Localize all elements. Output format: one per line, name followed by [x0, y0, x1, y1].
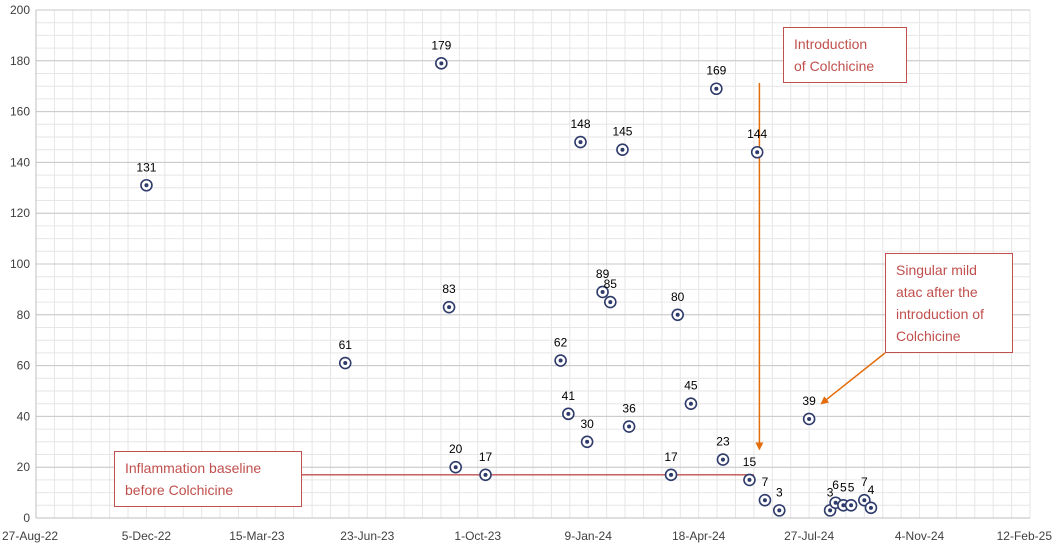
y-tick-label: 180: [10, 54, 30, 68]
x-tick-label: 23-Jun-23: [340, 529, 394, 543]
y-tick-label: 120: [10, 206, 30, 220]
data-label: 6: [832, 478, 839, 492]
data-point-center: [343, 361, 348, 366]
data-label: 144: [747, 127, 767, 141]
data-point-center: [777, 508, 782, 513]
data-label: 61: [339, 338, 353, 352]
y-tick-label: 160: [10, 105, 30, 119]
x-tick-label: 4-Nov-24: [895, 529, 945, 543]
data-label: 89: [596, 267, 610, 281]
data-label: 3: [776, 485, 783, 499]
data-label: 179: [431, 38, 451, 52]
data-label: 83: [442, 282, 456, 296]
y-tick-label: 200: [10, 3, 30, 17]
data-point-center: [862, 498, 867, 503]
data-point-center: [833, 500, 838, 505]
data-label: 3: [827, 485, 834, 499]
data-label: 4: [868, 483, 875, 497]
y-tick-label: 100: [10, 257, 30, 271]
data-label: 145: [612, 125, 632, 139]
x-tick-label: 18-Apr-24: [672, 529, 726, 543]
x-tick-label: 5-Dec-22: [122, 529, 172, 543]
data-point-center: [608, 300, 613, 305]
data-label: 17: [664, 450, 678, 464]
data-point-center: [483, 472, 488, 477]
y-tick-label: 40: [17, 409, 31, 423]
data-label: 20: [449, 442, 463, 456]
data-label: 41: [562, 389, 576, 403]
x-tick-label: 9-Jan-24: [565, 529, 613, 543]
x-tick-label: 27-Jul-24: [784, 529, 834, 543]
data-point-center: [585, 439, 590, 444]
data-label: 7: [762, 475, 769, 489]
data-label: 39: [802, 394, 816, 408]
x-tick-label: 1-Oct-23: [454, 529, 501, 543]
data-label: 148: [570, 117, 590, 131]
data-label: 45: [684, 379, 698, 393]
data-point-center: [720, 457, 725, 462]
data-point-center: [828, 508, 833, 513]
data-label: 23: [716, 435, 730, 449]
x-tick-label: 12-Feb-25: [997, 529, 1053, 543]
data-label: 5: [840, 480, 847, 494]
data-point-center: [578, 140, 583, 145]
data-point-center: [600, 289, 605, 294]
data-point-center: [453, 465, 458, 470]
data-label: 5: [848, 480, 855, 494]
data-point-center: [755, 150, 760, 155]
data-label: 169: [706, 64, 726, 78]
data-point-center: [627, 424, 632, 429]
x-tick-label: 15-Mar-23: [229, 529, 285, 543]
data-point-center: [868, 505, 873, 510]
annotation-singular-mild-attack: Singular mild atac after the introductio…: [885, 253, 1013, 353]
data-label: 85: [604, 277, 618, 291]
data-label: 17: [479, 450, 493, 464]
data-point-center: [566, 411, 571, 416]
data-point-center: [714, 86, 719, 91]
y-tick-label: 140: [10, 155, 30, 169]
data-point-center: [849, 503, 854, 508]
data-label: 36: [622, 402, 636, 416]
data-point-center: [675, 312, 680, 317]
y-tick-label: 20: [17, 460, 31, 474]
annotation-inflammation-baseline: Inflammation baseline before Colchicine: [114, 451, 302, 507]
data-label: 30: [580, 417, 594, 431]
data-point-center: [620, 147, 625, 152]
data-point-center: [144, 183, 149, 188]
y-tick-label: 80: [17, 308, 31, 322]
data-label: 80: [671, 290, 685, 304]
y-tick-label: 60: [17, 359, 31, 373]
data-point-center: [669, 472, 674, 477]
x-tick-label: 27-Aug-22: [2, 529, 58, 543]
data-point-center: [747, 477, 752, 482]
data-label: 62: [554, 336, 568, 350]
annotation-colchicine-introduction: Introduction of Colchicine: [783, 27, 907, 83]
data-point-center: [807, 416, 812, 421]
data-point-center: [558, 358, 563, 363]
data-point-center: [447, 305, 452, 310]
data-label: 131: [136, 160, 156, 174]
data-point-center: [688, 401, 693, 406]
mild-attack-arrow: [820, 352, 886, 405]
data-label: 7: [861, 475, 868, 489]
data-label: 15: [743, 455, 757, 469]
data-point-center: [762, 498, 767, 503]
data-point-center: [841, 503, 846, 508]
data-point-center: [439, 61, 444, 66]
y-tick-label: 0: [23, 511, 30, 525]
